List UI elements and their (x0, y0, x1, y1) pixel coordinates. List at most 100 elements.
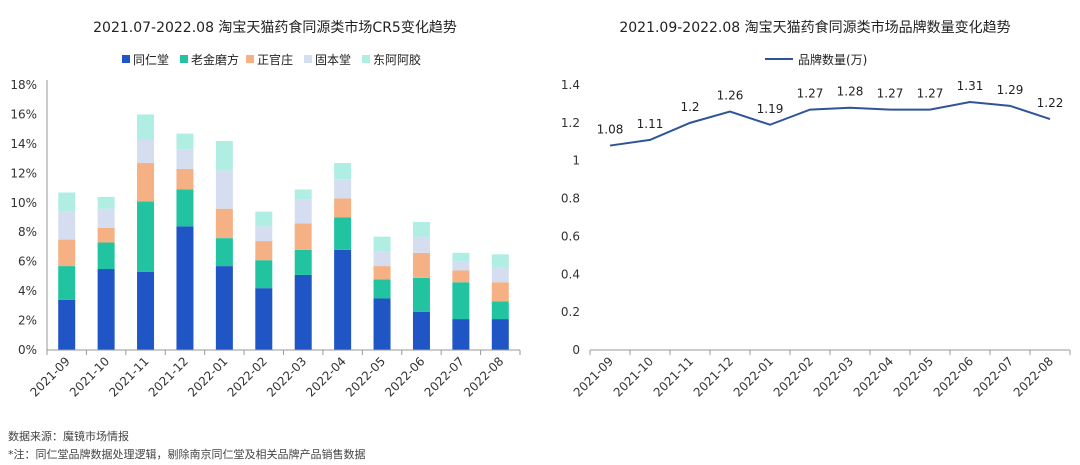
y-tick-label: 0 (572, 343, 580, 357)
bar-segment (58, 239, 76, 267)
bar-segment (412, 221, 430, 237)
bar-segment (491, 254, 509, 268)
y-tick-label: 6% (18, 255, 37, 269)
legend-swatch (304, 55, 312, 63)
bar-segment (137, 271, 155, 350)
bar-segment (373, 279, 391, 299)
y-tick-label: 0.2 (561, 305, 580, 319)
bar-segment (452, 261, 470, 271)
bar-segment (215, 266, 233, 350)
legend-label: 品牌数量(万) (798, 52, 867, 67)
y-tick-label: 4% (18, 284, 37, 298)
x-tick-label: 2022-06 (931, 354, 976, 399)
x-tick-label: 2022-03 (264, 354, 309, 399)
x-tick-label: 2022-05 (343, 354, 388, 399)
bar-segment (137, 114, 155, 140)
bar-segment (97, 227, 115, 243)
y-tick-label: 16% (10, 107, 37, 121)
bar-segment (334, 198, 352, 218)
x-tick-label: 2022-02 (225, 354, 270, 399)
data-label: 1.27 (877, 87, 904, 101)
x-tick-label: 2021-10 (67, 354, 112, 399)
legend-swatch (180, 55, 188, 63)
data-label: 1.19 (757, 102, 784, 116)
bar-segment (58, 266, 76, 300)
legend-label: 老金磨方 (191, 52, 239, 67)
bar-segment (452, 282, 470, 320)
bar-segment (137, 163, 155, 202)
bar-segment (97, 196, 115, 209)
data-label: 1.29 (997, 83, 1024, 97)
bar-segment (255, 241, 273, 261)
bar-segment (334, 179, 352, 199)
bar-segment (334, 163, 352, 180)
x-tick-label: 2021-09 (27, 354, 72, 399)
bar-segment (255, 211, 273, 227)
y-tick-label: 1.4 (561, 78, 580, 92)
x-tick-label: 2021-11 (106, 354, 151, 399)
bar-segment (373, 266, 391, 280)
legend-label: 固本堂 (315, 53, 351, 67)
x-tick-label: 2021-09 (571, 354, 616, 399)
data-label: 1.28 (837, 85, 864, 99)
bar-segment (176, 168, 194, 190)
y-tick-label: 10% (10, 196, 37, 210)
bar-segment (97, 269, 115, 350)
bar-segment (373, 298, 391, 350)
left-bars (58, 114, 509, 350)
x-tick-label: 2021-11 (651, 354, 696, 399)
data-label: 1.31 (957, 79, 984, 93)
data-label: 1.2 (680, 100, 699, 114)
right-line-series: 1.08 1.11 1.2 1.26 1.19 1.27 1.28 1.27 1.27 1.31 1… (597, 79, 1064, 147)
bar-segment (334, 249, 352, 350)
y-tick-label: 8% (18, 225, 37, 239)
bar-segment (412, 252, 430, 278)
bar-segment (294, 223, 312, 250)
bar-segment (334, 217, 352, 250)
y-tick-label: 0.4 (561, 267, 580, 281)
y-tick-label: 2% (18, 314, 37, 328)
brand-count-line (609, 101, 1051, 147)
bar-segment (176, 133, 194, 150)
bar-segment (412, 236, 430, 253)
right-chart-title: 2021.09-2022.08 淘宝天猫药食同源类市场品牌数量变化趋势 (619, 19, 1010, 36)
left-x-axis: 2021-092021-102021-112021-122022-012022-… (27, 349, 521, 400)
x-tick-label: 2022-08 (461, 354, 506, 399)
bar-segment (452, 319, 470, 350)
y-tick-label: 1 (572, 154, 580, 168)
y-tick-label: 0.6 (561, 229, 580, 243)
x-tick-label: 2022-02 (771, 354, 816, 399)
legend-label: 正官庄 (257, 52, 293, 67)
legend-label: 东阿阿胶 (373, 52, 421, 67)
y-tick-label: 18% (10, 78, 37, 92)
x-tick-label: 2021-12 (691, 354, 736, 399)
bar-segment (491, 301, 509, 320)
bar-segment (373, 251, 391, 267)
bar-segment (491, 282, 509, 302)
bar-segment (491, 267, 509, 283)
x-tick-label: 2021-12 (146, 354, 191, 399)
bar-segment (58, 299, 76, 350)
y-tick-label: 0% (18, 343, 37, 357)
data-source-note: 数据来源：魔镜市场情报 (8, 430, 129, 443)
y-tick-label: 14% (10, 137, 37, 151)
footnote: *注：同仁堂品牌数据处理逻辑，剔除南京同仁堂及相关品牌产品销售数据 (8, 448, 366, 461)
bar-segment (491, 319, 509, 350)
data-label: 1.08 (597, 123, 624, 137)
x-tick-label: 2022-07 (422, 354, 467, 399)
bar-segment (255, 260, 273, 289)
left-legend: 同仁堂 老金磨方 正官庄 固本堂 东阿阿胶 (122, 52, 421, 67)
bar-segment (97, 242, 115, 270)
x-tick-label: 2021-10 (611, 354, 656, 399)
bar-segment (137, 201, 155, 272)
bar-segment (215, 170, 233, 209)
x-tick-label: 2022-01 (185, 354, 230, 399)
data-label: 1.22 (1037, 96, 1064, 110)
bar-segment (294, 199, 312, 224)
bar-segment (255, 226, 273, 242)
legend-swatch (246, 55, 254, 63)
bar-segment (137, 139, 155, 164)
left-y-axis: 0% 2% 4% 6% 8% 10% 12% 14% 16% 18% (10, 78, 48, 357)
bar-segment (58, 192, 76, 212)
bar-segment (294, 189, 312, 200)
